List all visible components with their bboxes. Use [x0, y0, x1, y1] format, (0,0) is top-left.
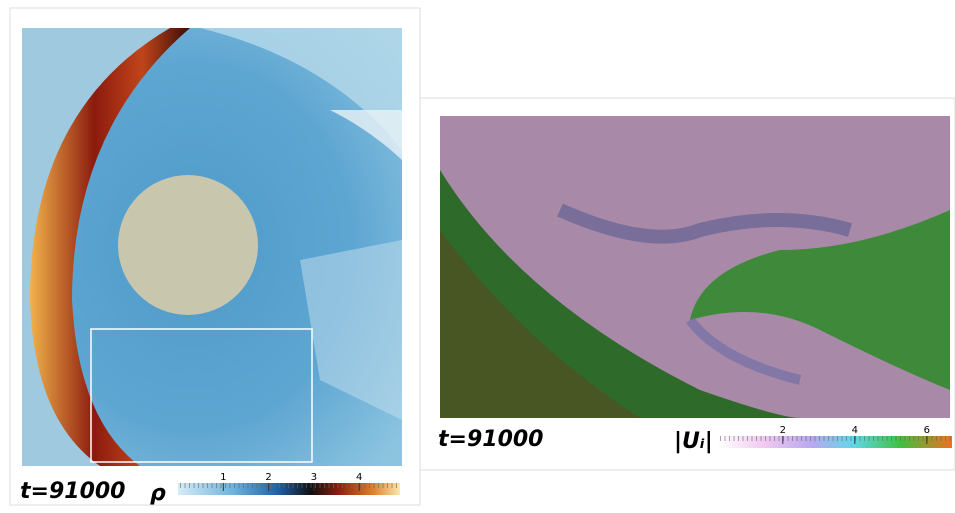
colorbar-tick-label: 3 — [311, 472, 317, 483]
density-image — [22, 28, 402, 466]
figure: t=91000 ρ t=91000 |Uᵢ| 1 2 3 4 2 4 6 — [0, 0, 955, 513]
quantity-label: |Uᵢ| — [674, 429, 713, 454]
colorbar-tick-label: 2 — [780, 425, 786, 436]
colorbar-minor-ticks — [178, 483, 400, 488]
quantity-label: ρ — [150, 481, 166, 506]
time-label: t=91000 — [438, 427, 544, 452]
colorbar-minor-ticks — [718, 436, 952, 441]
colorbar-tick-label: 6 — [924, 425, 930, 436]
colorbar-tick-label: 4 — [356, 472, 362, 483]
colorbar-tick-label: 4 — [852, 425, 858, 436]
colorbar-tick-label: 1 — [220, 472, 226, 483]
velocity-image — [440, 116, 950, 418]
colorbar-tick-label: 2 — [265, 472, 271, 483]
time-label: t=91000 — [20, 479, 126, 504]
